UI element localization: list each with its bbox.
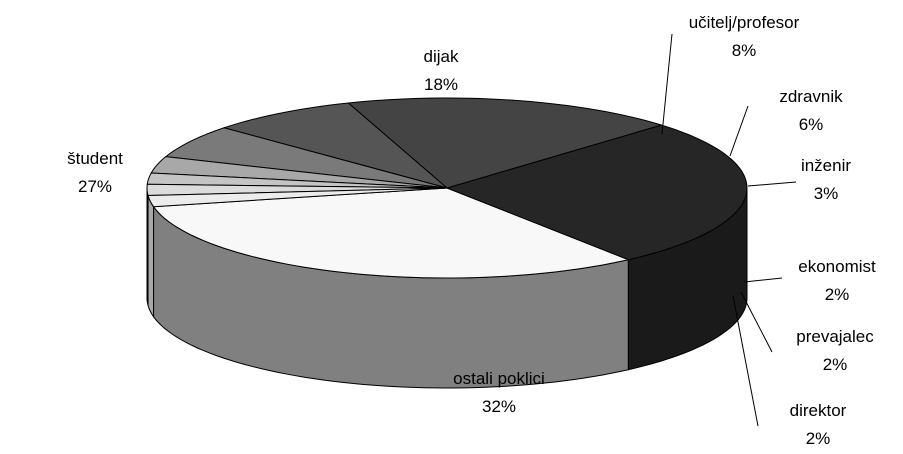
leader-zdravnik: [729, 105, 749, 157]
label-inzenir: inženir: [801, 156, 851, 175]
slice-zdravnik: [164, 127, 448, 189]
leader-lines: [661, 33, 797, 427]
label-ucitelj-profesor: učitelj/profesor: [689, 13, 800, 32]
label-student: študent: [67, 149, 123, 168]
value-ekonomist: 2%: [825, 285, 850, 304]
label-ostali-poklici: ostali poklici: [453, 369, 545, 388]
label-ekonomist: ekonomist: [798, 257, 876, 276]
label-zdravnik: zdravnik: [779, 87, 843, 106]
value-student: 27%: [78, 177, 112, 196]
pie-tops: [146, 97, 748, 279]
slice-ostali-poklici: [152, 187, 631, 279]
value-inzenir: 3%: [814, 184, 839, 203]
value-dijak: 18%: [424, 75, 458, 94]
leader-ekonomist: [743, 277, 783, 283]
leader-inzenir: [747, 181, 797, 187]
value-prevajalec: 2%: [823, 355, 848, 374]
side-direktor: [147, 195, 155, 319]
leader-prevajalec: [740, 291, 773, 353]
slice-direktor: [147, 187, 448, 208]
value-ucitelj-profesor: 8%: [732, 41, 757, 60]
slice-dijak: [347, 97, 664, 189]
leader-direktor: [732, 295, 759, 427]
label-prevajalec: prevajalec: [796, 327, 874, 346]
value-direktor: 2%: [806, 429, 831, 448]
label-direktor: direktor: [790, 401, 847, 420]
slice-inzenir: [150, 156, 448, 189]
value-zdravnik: 6%: [799, 115, 824, 134]
slice-student: [445, 124, 748, 261]
slice-labels: ostali poklici 32% študent 27% dijak 18% učite…: [67, 13, 876, 448]
slice-ucitelj-profesor: [222, 102, 448, 189]
value-ostali-poklici: 32%: [482, 397, 516, 416]
leader-ucitelj-profesor: [661, 33, 673, 135]
label-dijak: dijak: [424, 47, 459, 66]
